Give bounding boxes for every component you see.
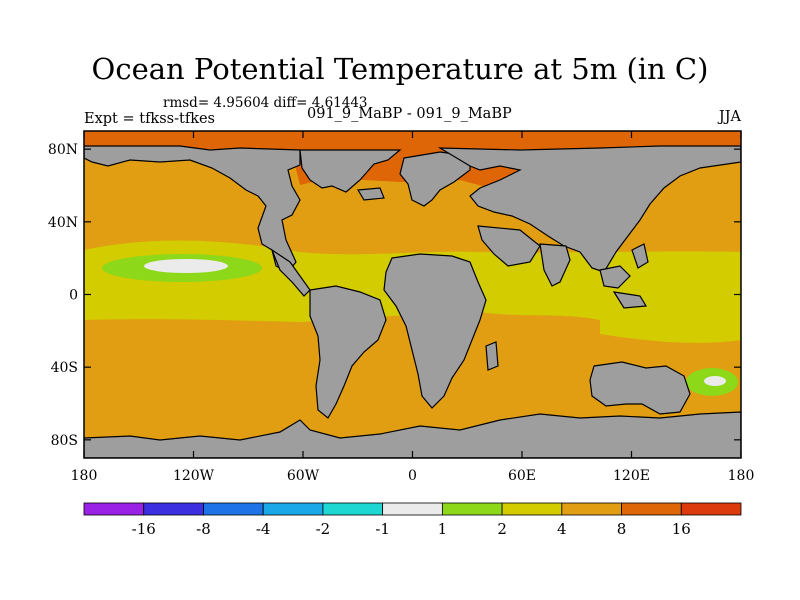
- x-tick-label: 180: [728, 468, 755, 484]
- ocean-field-neg1-1: [704, 376, 726, 386]
- x-tick-label: 120W: [173, 468, 215, 484]
- southeast-asia: [599, 265, 631, 289]
- colorbar-box: [322, 502, 384, 516]
- colorbar-box: [143, 502, 204, 516]
- stats-text: rmsd= 4.95604 diff= 4.61443: [163, 95, 368, 111]
- greenland: [299, 149, 402, 193]
- colorbar-label: 1: [438, 520, 448, 538]
- x-tick-label: 180: [71, 468, 98, 484]
- colorbar-label: -2: [316, 520, 331, 538]
- australia: [589, 361, 691, 415]
- south-america: [309, 285, 387, 419]
- colorbar-box: [501, 502, 563, 516]
- colorbar-label: 2: [497, 520, 507, 538]
- indonesia: [612, 291, 648, 309]
- land-masses: [84, 145, 741, 458]
- colorbar-box: [382, 502, 443, 516]
- y-tick-label: 80N: [48, 142, 78, 158]
- japan: [631, 243, 649, 269]
- colorbar-label: -16: [132, 520, 156, 538]
- y-tick-label: 40N: [48, 215, 78, 231]
- plot-title: Ocean Potential Temperature at 5m (in C): [91, 52, 709, 86]
- x-tick-label: 0: [408, 468, 417, 484]
- colorbar-box: [621, 502, 682, 516]
- x-tick-label: 60E: [508, 468, 536, 484]
- map-area: [84, 131, 741, 458]
- colorbar: -16 -8 -4 -2 -1 1 2 4 8 16: [83, 502, 742, 538]
- colorbar-box: [83, 502, 145, 516]
- case-names: 091_9_MaBP - 091_9_MaBP: [307, 106, 512, 122]
- colorbar-label: 4: [557, 520, 567, 538]
- colorbar-box: [680, 502, 742, 516]
- colorbar-box: [561, 502, 622, 516]
- africa: [383, 253, 487, 409]
- arabia: [477, 225, 541, 267]
- colorbar-label: -4: [256, 520, 271, 538]
- ocean-field-neg1-1: [144, 259, 228, 273]
- colorbar-label: 8: [617, 520, 627, 538]
- x-tick-label: 60W: [287, 468, 320, 484]
- antarctica: [84, 411, 741, 458]
- colorbar-label: -1: [375, 520, 390, 538]
- y-tick-label: 80S: [51, 433, 78, 449]
- eurasia: [437, 145, 741, 273]
- experiment-label: Expt = tfkss-tfkes: [84, 111, 216, 127]
- india: [539, 243, 571, 287]
- colorbar-box: [203, 502, 264, 516]
- y-tick-label: 40S: [51, 360, 78, 376]
- season-label: JJA: [718, 109, 741, 125]
- colorbar-label: -8: [196, 520, 211, 538]
- madagascar: [485, 341, 499, 371]
- x-tick-label: 120E: [613, 468, 650, 484]
- x-axis: 180 120W 60W 0 60E 120E 180: [71, 131, 755, 484]
- colorbar-box: [262, 502, 324, 516]
- central-america: [270, 248, 311, 297]
- y-axis: 80N 40N 0 40S 80S: [48, 142, 741, 449]
- y-tick-label: 0: [69, 288, 78, 304]
- colorbar-box: [441, 502, 503, 516]
- north-america: [84, 145, 301, 273]
- ocean-field-8-16: [84, 131, 741, 149]
- iceland: [356, 187, 385, 201]
- colorbar-label: 16: [672, 520, 691, 538]
